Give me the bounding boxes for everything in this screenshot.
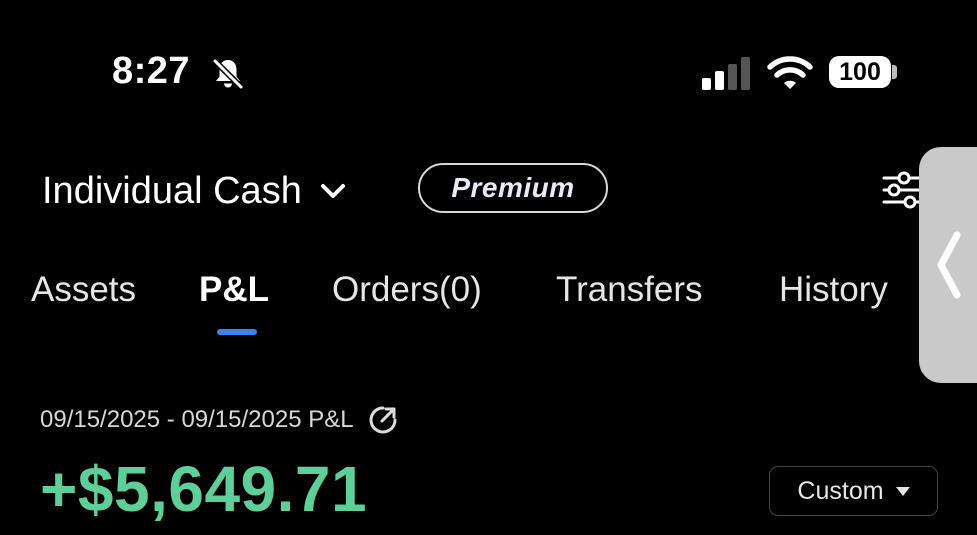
caret-down-icon — [895, 486, 910, 496]
active-tab-indicator — [217, 329, 257, 335]
account-name: Individual Cash — [42, 169, 302, 212]
tab-history[interactable]: History — [779, 270, 888, 309]
battery-nub — [892, 65, 897, 79]
tab-orders[interactable]: Orders(0) — [332, 270, 482, 309]
account-selector[interactable]: Individual Cash — [42, 166, 350, 216]
tab-transfers[interactable]: Transfers — [556, 270, 703, 309]
battery-icon: 100 — [829, 56, 891, 88]
status-time: 8:27 — [112, 50, 191, 92]
premium-badge[interactable]: Premium — [418, 163, 608, 213]
chevron-left-icon — [937, 231, 961, 299]
share-icon[interactable] — [368, 405, 398, 435]
cellular-signal-icon — [702, 56, 752, 90]
wifi-icon — [767, 54, 813, 90]
battery-level: 100 — [839, 57, 881, 86]
pl-date-range: 09/15/2025 - 09/15/2025 P&L — [40, 406, 354, 433]
tab-pl[interactable]: P&L — [199, 270, 269, 309]
period-dropdown[interactable]: Custom — [769, 466, 938, 516]
period-dropdown-label: Custom — [797, 476, 884, 505]
chevron-down-icon — [316, 174, 350, 208]
side-panel-handle[interactable] — [919, 147, 977, 383]
sliders-icon[interactable] — [882, 170, 924, 210]
tab-bar: Assets P&L Orders(0) Transfers History — [0, 270, 919, 330]
bell-slash-icon — [210, 56, 246, 92]
tab-assets[interactable]: Assets — [31, 270, 137, 309]
pl-range-row: 09/15/2025 - 09/15/2025 P&L — [40, 405, 398, 435]
pl-value: +$5,649.71 — [40, 453, 368, 525]
